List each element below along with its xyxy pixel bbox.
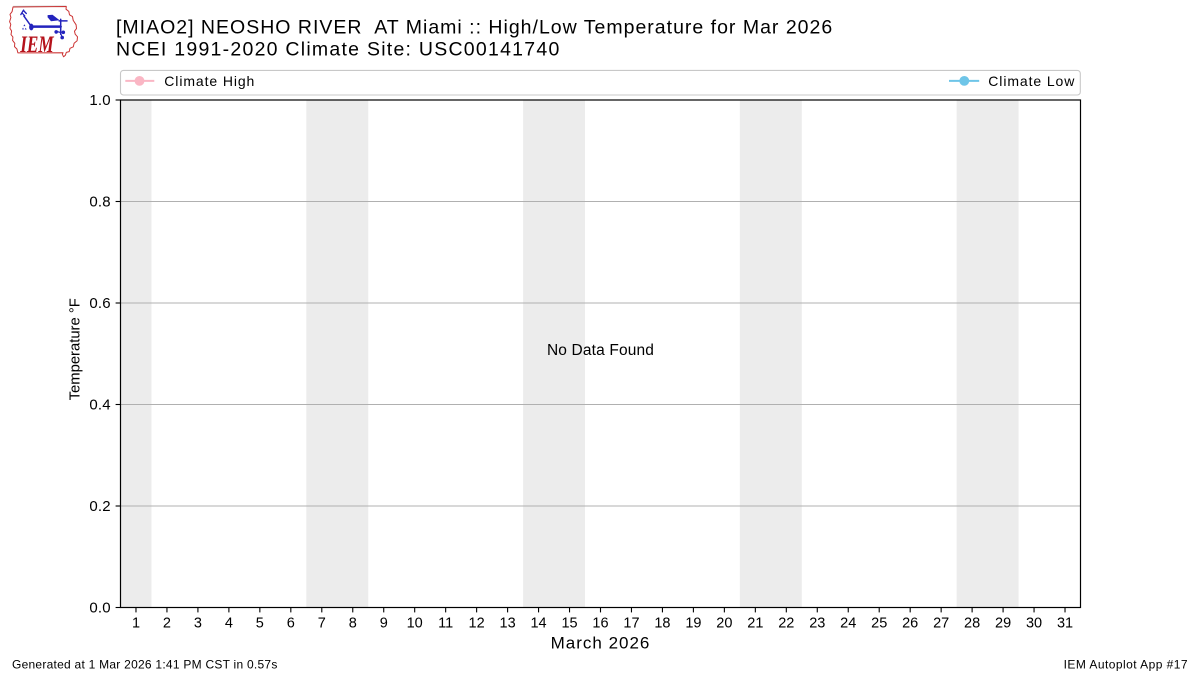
svg-text:29: 29 bbox=[995, 616, 1011, 632]
svg-text:Temperature °F: Temperature °F bbox=[67, 298, 83, 400]
svg-text:27: 27 bbox=[933, 616, 949, 632]
svg-text:1.0: 1.0 bbox=[89, 92, 110, 109]
svg-text:12: 12 bbox=[469, 616, 485, 632]
svg-text:16: 16 bbox=[592, 616, 608, 632]
svg-text:March 2026: March 2026 bbox=[551, 634, 651, 653]
svg-text:31: 31 bbox=[1057, 616, 1073, 632]
svg-text:22: 22 bbox=[778, 616, 794, 632]
svg-text:Generated at 1 Mar 2026 1:41 P: Generated at 1 Mar 2026 1:41 PM CST in 0… bbox=[12, 658, 278, 672]
svg-text:23: 23 bbox=[809, 616, 825, 632]
svg-text:Climate Low: Climate Low bbox=[988, 73, 1075, 89]
svg-text:IEM: IEM bbox=[19, 32, 54, 58]
svg-text:17: 17 bbox=[623, 616, 639, 632]
svg-text:0.8: 0.8 bbox=[89, 194, 110, 211]
svg-text:26: 26 bbox=[902, 616, 918, 632]
svg-text:5: 5 bbox=[256, 616, 264, 632]
svg-text:No Data Found: No Data Found bbox=[547, 342, 654, 359]
svg-text:Climate High: Climate High bbox=[164, 73, 255, 89]
svg-text:6: 6 bbox=[287, 616, 295, 632]
svg-text:25: 25 bbox=[871, 616, 887, 632]
svg-text:10: 10 bbox=[407, 616, 423, 632]
svg-text:2: 2 bbox=[163, 616, 171, 632]
svg-text:14: 14 bbox=[530, 616, 546, 632]
svg-text:28: 28 bbox=[964, 616, 980, 632]
svg-text:9: 9 bbox=[380, 616, 388, 632]
svg-text:18: 18 bbox=[654, 616, 670, 632]
svg-text:24: 24 bbox=[840, 616, 856, 632]
svg-text:3: 3 bbox=[194, 616, 202, 632]
svg-text:0.6: 0.6 bbox=[89, 295, 110, 312]
svg-text:15: 15 bbox=[561, 616, 577, 632]
svg-text:0.4: 0.4 bbox=[89, 397, 110, 414]
svg-text:7: 7 bbox=[318, 616, 326, 632]
svg-text:0.0: 0.0 bbox=[89, 600, 110, 617]
svg-text:13: 13 bbox=[500, 616, 516, 632]
svg-text:IEM Autoplot App #17: IEM Autoplot App #17 bbox=[1064, 658, 1188, 672]
svg-text:0.2: 0.2 bbox=[89, 498, 110, 515]
svg-text:4: 4 bbox=[225, 616, 233, 632]
svg-text:8: 8 bbox=[349, 616, 357, 632]
svg-text:21: 21 bbox=[747, 616, 763, 632]
svg-text:30: 30 bbox=[1026, 616, 1042, 632]
svg-text:1: 1 bbox=[132, 616, 140, 632]
svg-text:11: 11 bbox=[438, 616, 453, 632]
svg-text:19: 19 bbox=[685, 616, 701, 632]
svg-text:[MIAO2] NEOSHO RIVER AT Miami: [MIAO2] NEOSHO RIVER AT Miami :: High/Lo… bbox=[116, 16, 833, 38]
svg-text:20: 20 bbox=[716, 616, 732, 632]
svg-text:NCEI 1991-2020 Climate Site: U: NCEI 1991-2020 Climate Site: USC00141740 bbox=[116, 39, 561, 61]
